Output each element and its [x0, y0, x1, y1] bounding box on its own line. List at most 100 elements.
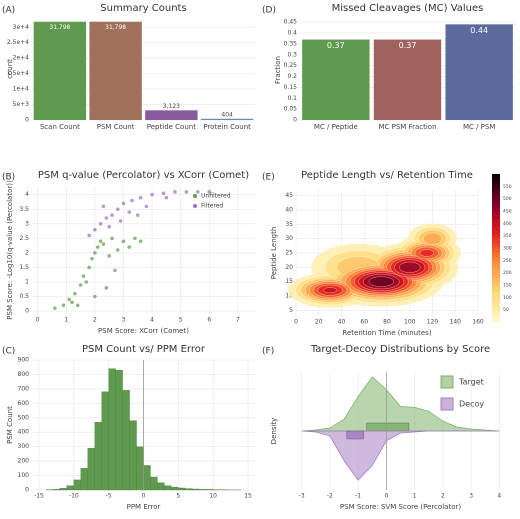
histogram-bar: [95, 422, 102, 490]
histogram-bar: [88, 448, 95, 490]
chart-title: Summary Counts: [100, 3, 186, 14]
histogram-bar: [123, 390, 130, 490]
y-tick-label: 600: [18, 400, 30, 407]
x-tick-label: 3: [469, 493, 473, 500]
x-tick-label: -3: [299, 493, 305, 500]
point: [96, 245, 100, 249]
chart-title: Peptide Length vs/ Retention Time: [301, 170, 473, 181]
y-tick-label: 0.15: [284, 84, 298, 91]
x-tick-label: 3: [122, 317, 126, 324]
point: [127, 210, 131, 214]
point: [119, 219, 123, 223]
chart-title: Missed Cleavages (MC) Values: [332, 3, 484, 14]
legend-swatch: [441, 376, 453, 388]
y-tick-label: 500: [18, 414, 30, 421]
density-contour: [369, 277, 394, 287]
value-label: 3,123: [163, 103, 180, 110]
x-tick-label: Scan Count: [40, 123, 80, 131]
point: [67, 298, 71, 302]
point: [133, 237, 137, 241]
point: [99, 222, 103, 226]
x-tick-label: 1: [64, 317, 68, 324]
histogram-bar: [67, 486, 74, 490]
point: [116, 248, 120, 252]
point: [185, 190, 189, 194]
y-tick-label: 700: [18, 385, 30, 392]
histogram-bar: [81, 468, 88, 490]
colorbar-tick-label: 250: [503, 258, 512, 264]
point: [102, 205, 106, 209]
y-tick-label: 2.5: [19, 235, 29, 242]
panel-label: (C): [2, 347, 15, 357]
histogram-bar: [185, 489, 192, 490]
histogram-bar: [137, 447, 144, 490]
y-tick-label: 2.5e+4: [7, 39, 29, 46]
x-tick-label: 4: [150, 317, 154, 324]
y-tick-label: 0: [25, 487, 29, 494]
x-tick-label: -10: [69, 493, 79, 500]
colorbar-tick-label: 400: [503, 221, 512, 227]
x-tick-label: 2: [441, 493, 445, 500]
colorbar-tick-label: 200: [503, 270, 512, 276]
bar: [445, 24, 512, 120]
x-tick-label: 120: [427, 319, 439, 326]
x-tick-label: 6: [207, 317, 211, 324]
point: [93, 295, 97, 299]
y-tick-label: 3.5: [19, 206, 29, 213]
histogram-bar: [116, 370, 123, 490]
x-axis-label: Retention Time (minutes): [342, 329, 431, 337]
density-contour: [420, 250, 434, 257]
x-tick-label: -5: [106, 493, 112, 500]
value-label: 31,798: [105, 24, 126, 31]
y-tick-label: 30: [285, 235, 293, 242]
y-tick-label: 25: [285, 250, 293, 257]
y-tick-label: 1.5: [19, 264, 29, 271]
point: [102, 242, 106, 246]
colorbar-tick-label: 50: [503, 307, 509, 313]
bar: [145, 110, 197, 120]
y-tick-label: 800: [18, 371, 30, 378]
value-label: 0.44: [470, 26, 488, 35]
point: [110, 213, 114, 217]
x-axis-label: PSM Score: XCorr (Comet): [98, 327, 189, 335]
histogram-bar: [164, 486, 171, 490]
y-tick-label: 0.2: [287, 73, 297, 80]
point: [107, 254, 111, 258]
histogram-bar: [74, 480, 81, 490]
point: [87, 234, 91, 238]
point: [130, 199, 134, 203]
colorbar-tick-label: 450: [503, 209, 512, 215]
legend-swatch: [193, 204, 197, 208]
x-tick-label: -15: [34, 493, 44, 500]
point: [136, 213, 140, 217]
colorbar-tick-label: 500: [503, 196, 512, 202]
y-tick-label: 300: [18, 443, 30, 450]
panel-label: (A): [2, 6, 15, 16]
density-contour: [423, 233, 441, 244]
point: [87, 266, 91, 270]
x-tick-label: 10: [209, 493, 217, 500]
bar: [201, 119, 253, 120]
y-axis-label: PSM Score: -Log10(q-value (Percolator)): [6, 180, 14, 320]
y-tick-label: 2: [25, 249, 29, 256]
y-tick-label: 0: [25, 308, 29, 315]
y-tick-label: 4: [25, 191, 29, 198]
point: [53, 306, 57, 310]
x-tick-label: 40: [338, 319, 346, 326]
y-tick-label: 45: [285, 192, 293, 199]
x-tick-label: 7: [236, 317, 240, 324]
y-tick-label: 0.35: [284, 40, 298, 47]
point: [122, 202, 126, 206]
x-tick-label: 5: [176, 493, 180, 500]
y-tick-label: 0: [25, 117, 29, 124]
colorbar-tick-label: 100: [503, 295, 512, 301]
box: [347, 431, 364, 439]
value-label: 31,798: [49, 24, 70, 31]
x-axis-label: PPM Error: [127, 503, 161, 511]
x-tick-label: 5: [179, 317, 183, 324]
x-tick-label: PSM Count: [97, 123, 135, 131]
x-tick-label: Peptide Count: [147, 123, 196, 131]
histogram-bar: [171, 487, 178, 490]
point: [162, 191, 166, 195]
histogram-bar: [109, 369, 116, 490]
